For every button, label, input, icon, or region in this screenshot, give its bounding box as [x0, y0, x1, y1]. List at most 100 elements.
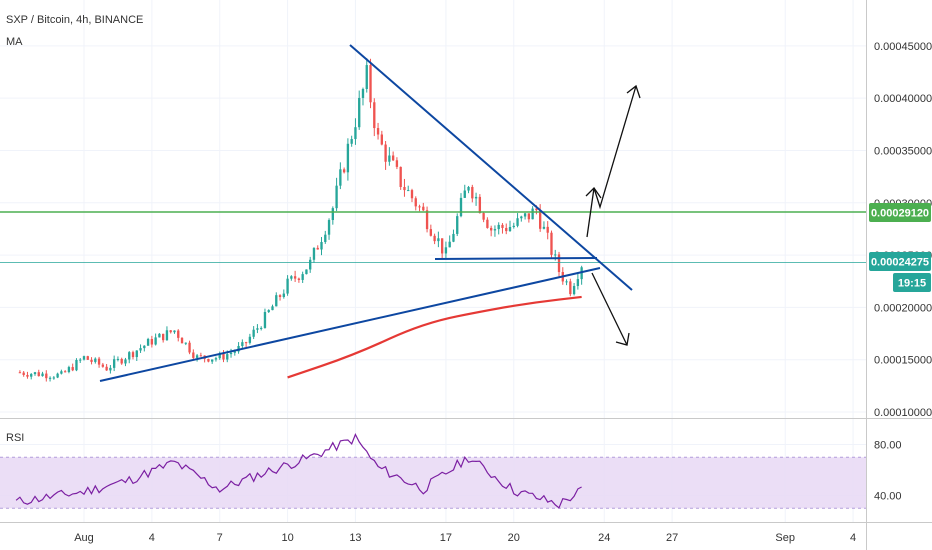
- candle-body: [275, 295, 278, 307]
- candle-body: [508, 226, 512, 232]
- candle-body: [373, 102, 376, 129]
- candle-body: [271, 306, 274, 311]
- time-tick-label: Sep: [775, 532, 795, 544]
- candle-body: [399, 166, 402, 187]
- candle-body: [550, 232, 553, 255]
- rsi-legend[interactable]: RSI: [6, 432, 24, 444]
- candle-body: [324, 234, 327, 243]
- candle-body: [403, 186, 406, 191]
- time-tick-label: 24: [598, 532, 610, 544]
- price-tick-label: 0.00020000: [874, 302, 932, 314]
- time-tick-label: 13: [349, 532, 361, 544]
- candle-body: [527, 213, 531, 220]
- candle-body: [214, 358, 218, 360]
- time-tick-label: 27: [666, 532, 678, 544]
- descending-trendline[interactable]: [349, 44, 633, 291]
- candle-body: [131, 352, 135, 358]
- candle-body: [327, 220, 331, 235]
- candle-body: [30, 374, 33, 377]
- candle-body: [365, 65, 368, 89]
- candle-body: [56, 373, 59, 378]
- candle-body: [467, 186, 470, 191]
- candle-body: [105, 366, 108, 371]
- bearish-arrow-path[interactable]: [591, 272, 628, 346]
- candle-body: [120, 358, 123, 364]
- candle-body: [580, 267, 583, 280]
- time-tick-label: 17: [440, 532, 452, 544]
- candle-body: [124, 359, 127, 364]
- candle-body: [380, 134, 383, 145]
- candle-body: [101, 364, 105, 367]
- price-tick-label: 0.00035000: [874, 145, 932, 157]
- candle-body: [97, 358, 101, 365]
- candle-body: [429, 229, 433, 236]
- candle-body: [211, 359, 214, 362]
- candle-body: [512, 225, 515, 227]
- candle-body: [162, 333, 165, 341]
- candle-body: [244, 342, 248, 344]
- candle-body: [48, 377, 52, 379]
- candle-body: [358, 97, 361, 128]
- candle-body: [312, 247, 316, 260]
- candle-body: [565, 281, 568, 283]
- candle-body: [350, 139, 353, 144]
- rsi-band: [0, 457, 866, 509]
- candle-body: [297, 278, 301, 280]
- horizontal-support-trendline[interactable]: [434, 257, 598, 260]
- candle-body: [116, 358, 120, 360]
- candle-body: [184, 342, 187, 344]
- candle-body: [546, 226, 549, 233]
- last-price-badge-text: 0.00024275: [871, 257, 929, 269]
- candle-body: [165, 330, 169, 341]
- candle-body: [489, 227, 493, 231]
- candle-body: [207, 358, 210, 362]
- candle-body: [60, 371, 63, 374]
- time-axis-labels[interactable]: Aug 4 7 10 13 17 20 24 27 Sep 4: [74, 532, 856, 544]
- bullish-arrow-head: [626, 84, 641, 99]
- candle-body: [342, 169, 346, 173]
- countdown-badge-text: 19:15: [898, 278, 926, 290]
- candle-body: [173, 330, 176, 333]
- candle-body: [471, 186, 474, 199]
- candle-body: [278, 295, 282, 298]
- candle-body: [222, 353, 225, 360]
- candle-body: [520, 216, 523, 219]
- candle-body: [459, 197, 463, 217]
- candle-body: [233, 351, 236, 353]
- candle-body: [199, 355, 203, 357]
- candle-body: [33, 372, 37, 375]
- candle-body: [143, 345, 146, 349]
- candle-body: [535, 208, 538, 211]
- candle-body: [501, 224, 504, 228]
- price-tick-label: 0.00045000: [874, 41, 932, 53]
- candle-body: [79, 359, 82, 361]
- candle-body: [301, 274, 304, 280]
- time-tick-label: 4: [149, 532, 155, 544]
- breakout-arrows[interactable]: [585, 84, 641, 346]
- candle-body: [410, 190, 414, 199]
- candle-body: [425, 210, 429, 230]
- candle-body: [112, 359, 116, 368]
- candle-body: [309, 259, 312, 270]
- candle-body: [369, 65, 372, 103]
- symbol-legend[interactable]: SXP / Bitcoin, 4h, BINANCE: [6, 14, 143, 26]
- candle-body: [331, 208, 334, 221]
- candle-body: [94, 358, 97, 362]
- last-price-badge: 0.00024275: [869, 252, 931, 271]
- candle-body: [361, 88, 365, 98]
- candle-body: [320, 242, 323, 250]
- bullish-arrow-path[interactable]: [586, 85, 637, 238]
- candle-body: [569, 281, 572, 295]
- bullish-arrow-mid-head: [585, 186, 602, 199]
- candle-body: [150, 339, 154, 345]
- candle-body: [505, 227, 508, 232]
- time-tick-label: 7: [217, 532, 223, 544]
- candle-body: [229, 352, 233, 355]
- candle-body: [523, 213, 527, 217]
- candle-body: [335, 185, 338, 209]
- ascending-trendline[interactable]: [99, 267, 601, 382]
- ma-legend[interactable]: MA: [6, 36, 23, 48]
- gridlines: [0, 0, 866, 522]
- candle-body: [290, 276, 293, 279]
